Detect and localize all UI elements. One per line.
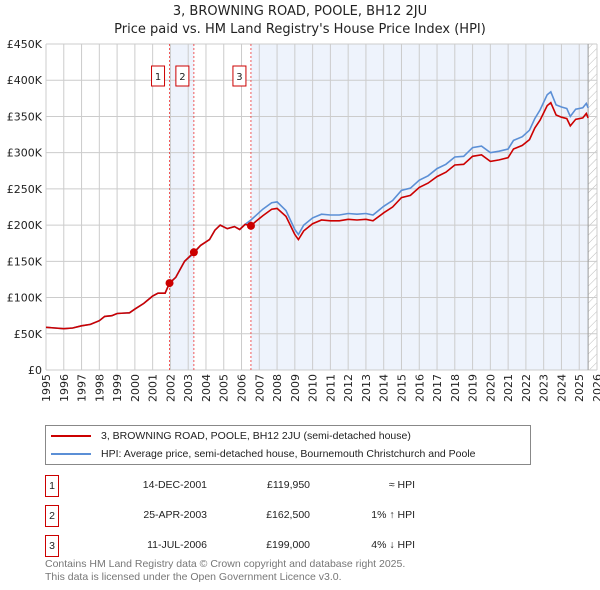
legend-label: HPI: Average price, semi-detached house,… <box>101 448 476 460</box>
x-tick-label: 2002 <box>164 374 177 402</box>
y-tick-label: £100K <box>7 292 43 305</box>
legend: 3, BROWNING ROAD, POOLE, BH12 2JU (semi-… <box>45 425 531 465</box>
sale-marker-label: 1 <box>155 72 161 83</box>
x-tick-label: 2008 <box>271 374 284 402</box>
x-tick-label: 2013 <box>360 374 373 402</box>
x-tick-label: 1998 <box>93 374 106 402</box>
x-tick-label: 1995 <box>40 374 53 402</box>
sale-marker-label: 3 <box>236 72 242 83</box>
x-tick-label: 2025 <box>573 374 586 402</box>
legend-item-hpi: HPI: Average price, semi-detached house,… <box>51 446 476 462</box>
x-tick-label: 2023 <box>538 374 551 402</box>
sale-point <box>246 221 255 230</box>
sale-price: £119,950 <box>266 479 310 491</box>
x-tick-label: 2006 <box>236 374 249 402</box>
x-tick-label: 1996 <box>58 374 71 402</box>
property-price-line <box>45 101 589 330</box>
y-tick-label: £0 <box>28 364 42 377</box>
sale-date: 11-JUL-2006 <box>147 539 207 551</box>
x-tick-label: 2015 <box>395 374 408 402</box>
x-tick-label: 2014 <box>378 374 391 402</box>
sale-marker-box <box>151 65 166 87</box>
x-tick-label: 2005 <box>218 374 231 402</box>
y-tick-label: £250K <box>7 183 43 196</box>
x-tick-label: 2019 <box>467 374 480 402</box>
x-tick-label: 2020 <box>484 374 497 402</box>
y-tick-label: £150K <box>7 255 43 268</box>
sale-marker-box <box>175 65 190 87</box>
sale-hpi-relation: 1% ↑ HPI <box>371 509 415 521</box>
x-tick-label: 2018 <box>449 374 462 402</box>
sale-hpi-relation: 4% ↓ HPI <box>371 539 415 551</box>
legend-item-property: 3, BROWNING ROAD, POOLE, BH12 2JU (semi-… <box>51 428 411 444</box>
legend-label: 3, BROWNING ROAD, POOLE, BH12 2JU (semi-… <box>101 430 411 442</box>
y-tick-label: £350K <box>7 110 43 123</box>
forecast-hatch <box>588 44 597 370</box>
shaded-period <box>169 44 194 370</box>
legend-swatch-red <box>51 435 91 437</box>
sale-marker-box <box>232 65 247 87</box>
x-tick-label: 2001 <box>147 374 160 402</box>
footer-copyright: Contains HM Land Registry data © Crown c… <box>45 558 406 570</box>
sale-badge: 1 <box>45 475 59 497</box>
chart-title: 3, BROWNING ROAD, POOLE, BH12 2JU <box>172 4 428 19</box>
x-tick-label: 2011 <box>324 374 337 402</box>
sale-point <box>189 248 198 257</box>
sale-badge: 3 <box>45 535 59 557</box>
x-tick-label: 2012 <box>342 374 355 402</box>
sale-marker-label: 2 <box>179 72 185 83</box>
x-tick-label: 2010 <box>307 374 320 402</box>
x-tick-label: 2009 <box>289 374 302 402</box>
sale-date: 14-DEC-2001 <box>142 479 207 491</box>
x-tick-label: 2004 <box>200 374 213 402</box>
sale-price: £162,500 <box>266 509 310 521</box>
legend-swatch-blue <box>51 453 91 455</box>
sale-hpi-relation: ≈ HPI <box>388 479 415 491</box>
sale-point <box>165 279 174 288</box>
x-tick-label: 2016 <box>413 374 426 402</box>
plot-area: 1995 1996 1997 1998 1999 2000 2001 2002 2003 2004… <box>7 38 600 402</box>
footer-licence: This data is licensed under the Open Gov… <box>45 571 342 583</box>
x-tick-label: 2003 <box>182 374 195 402</box>
x-tick-label: 2017 <box>431 374 444 402</box>
x-tick-label: 1999 <box>111 374 124 402</box>
x-tick-label: 2022 <box>520 374 533 402</box>
y-tick-label: £300K <box>7 147 43 160</box>
sale-date: 25-APR-2003 <box>143 509 207 521</box>
y-tick-label: £400K <box>7 74 43 87</box>
sale-badge: 2 <box>45 505 59 527</box>
x-tick-label: 1997 <box>76 374 89 402</box>
x-tick-label: 2000 <box>129 374 142 402</box>
sale-price: £199,000 <box>266 539 310 551</box>
y-tick-label: £50K <box>14 328 43 341</box>
x-tick-label: 2007 <box>253 374 266 402</box>
x-tick-label: 2024 <box>555 374 568 402</box>
chart-subtitle: Price paid vs. HM Land Registry's House … <box>114 22 486 37</box>
x-tick-label: 2026 <box>591 374 600 402</box>
y-tick-label: £200K <box>7 219 43 232</box>
y-tick-label: £450K <box>7 38 43 51</box>
x-tick-label: 2021 <box>502 374 515 402</box>
footer: Contains HM Land Registry data © Crown c… <box>45 558 405 584</box>
